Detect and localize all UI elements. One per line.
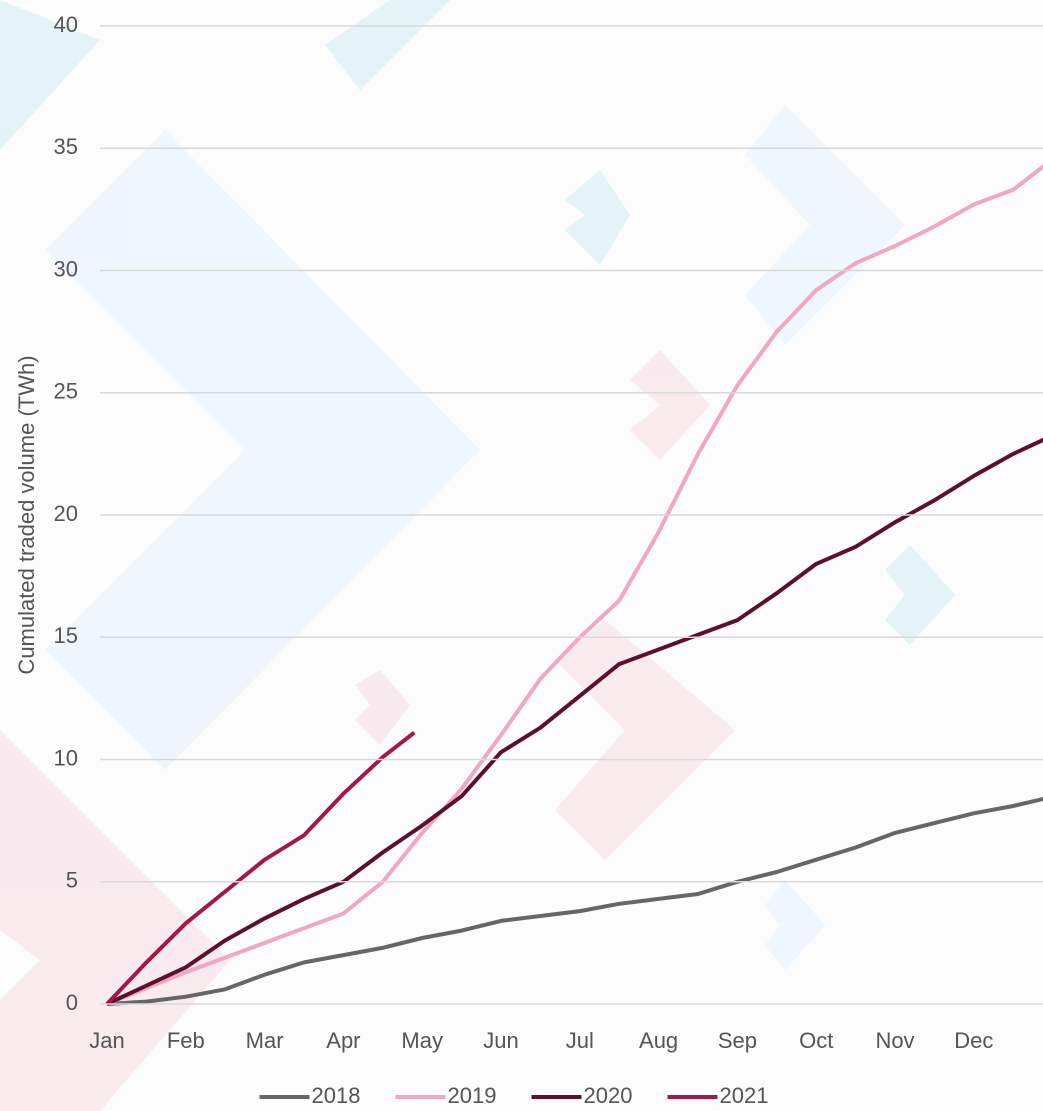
legend-label: 2020: [584, 1083, 633, 1108]
x-tick-label: Sep: [718, 1028, 757, 1053]
y-tick-label: 40: [54, 12, 78, 37]
line-series: [106, 164, 1043, 1006]
line-series: [106, 796, 1043, 1006]
legend-label: 2021: [720, 1083, 769, 1108]
legend-label: 2019: [448, 1083, 497, 1108]
y-tick-label: 20: [54, 501, 78, 526]
x-tick-label: Mar: [246, 1028, 284, 1053]
y-tick-label: 5: [66, 868, 78, 893]
y-tick-label: 10: [54, 745, 78, 770]
y-axis-label: Cumulated traded volume (TWh): [14, 355, 39, 674]
x-tick-label: May: [401, 1028, 443, 1053]
x-tick-label: Jan: [89, 1028, 124, 1053]
line-series: [105, 731, 416, 1006]
x-tick-label: Nov: [875, 1028, 914, 1053]
x-tick-label: Jun: [483, 1028, 518, 1053]
background-decor: [0, 0, 955, 1111]
x-tick-label: Jul: [566, 1028, 594, 1053]
legend-label: 2018: [312, 1083, 361, 1108]
line-series: [106, 437, 1043, 1006]
x-tick-label: Apr: [326, 1028, 360, 1053]
x-tick-label: Aug: [639, 1028, 678, 1053]
x-tick-label: Oct: [799, 1028, 833, 1053]
y-tick-label: 35: [54, 134, 78, 159]
y-tick-label: 30: [54, 256, 78, 281]
x-tick-label: Feb: [167, 1028, 205, 1053]
y-tick-label: 15: [54, 623, 78, 648]
y-tick-label: 25: [54, 379, 78, 404]
y-tick-label: 0: [66, 990, 78, 1015]
x-tick-label: Dec: [954, 1028, 993, 1053]
